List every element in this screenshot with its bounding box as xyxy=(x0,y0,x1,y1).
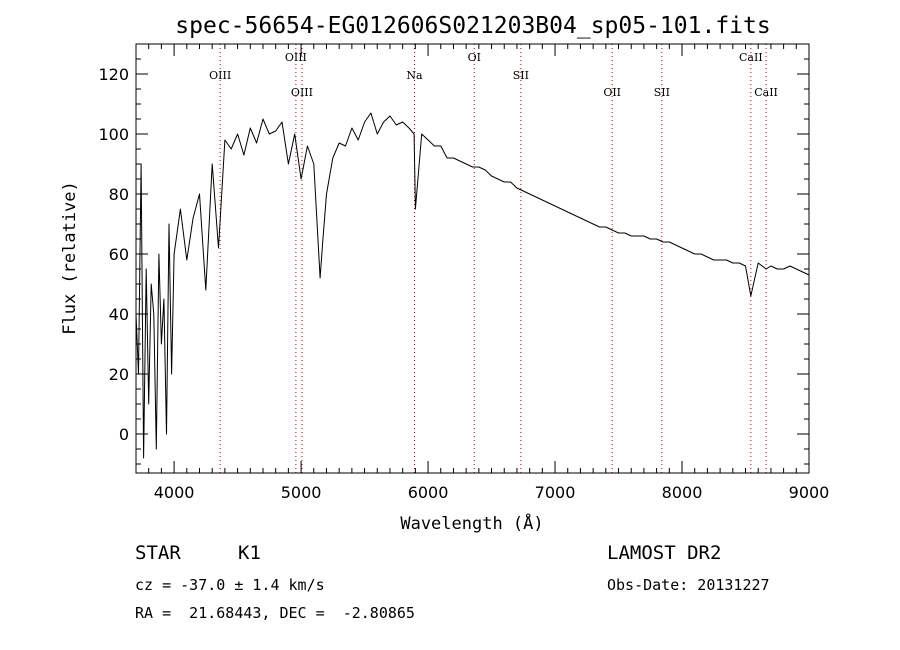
y-tick-label: 40 xyxy=(109,305,129,324)
object-subclass: K1 xyxy=(238,542,261,564)
object-type: STAR xyxy=(135,542,181,564)
spectral-lines: OIII OIII OIII Na OI SII OII SII CaII CaII xyxy=(209,44,778,473)
spectral-line-label: OIII xyxy=(209,69,231,82)
plot-frame xyxy=(135,43,810,474)
flux-series xyxy=(135,112,810,459)
spectral-line-label: OII xyxy=(603,86,621,99)
coordinates: RA = 21.68443, DEC = -2.80865 xyxy=(135,604,415,622)
redshift-cz: cz = -37.0 ± 1.4 km/s xyxy=(135,576,325,594)
y-tick-label: 20 xyxy=(109,365,129,384)
x-tick-label: 6000 xyxy=(408,483,449,502)
y-tick-label: 100 xyxy=(98,125,129,144)
chart-title: spec-56654-EG012606S021203B04_sp05-101.f… xyxy=(175,13,770,39)
obs-date: Obs-Date: 20131227 xyxy=(607,576,770,594)
x-tick-label: 7000 xyxy=(535,483,576,502)
x-tick-label: 9000 xyxy=(789,483,830,502)
y-axis-label: Flux (relative) xyxy=(60,181,80,335)
x-tick-label: 5000 xyxy=(281,483,322,502)
spectral-line-label: OI xyxy=(468,51,481,64)
spectral-line-label: OIII xyxy=(285,51,307,64)
y-tick-label: 60 xyxy=(109,245,129,264)
x-tick-label: 8000 xyxy=(662,483,703,502)
axis-ticks: 4000 5000 6000 7000 8000 9000 0 20 40 60 80 100 120 xyxy=(98,44,829,502)
spectral-line-label: CaII xyxy=(739,51,763,64)
spectral-line-label: SII xyxy=(654,86,670,99)
y-tick-label: 120 xyxy=(98,65,129,84)
flux-line xyxy=(135,112,810,459)
spectral-line-label: SII xyxy=(513,69,529,82)
y-tick-label: 0 xyxy=(119,425,129,444)
spectral-line-label: CaII xyxy=(754,86,778,99)
survey-name: LAMOST DR2 xyxy=(607,542,722,564)
y-tick-label: 80 xyxy=(109,185,129,204)
spectral-line-label: OIII xyxy=(291,86,313,99)
x-tick-label: 4000 xyxy=(154,483,195,502)
spectral-line-label: Na xyxy=(406,69,423,82)
x-axis-label: Wavelength (Å) xyxy=(400,512,543,534)
